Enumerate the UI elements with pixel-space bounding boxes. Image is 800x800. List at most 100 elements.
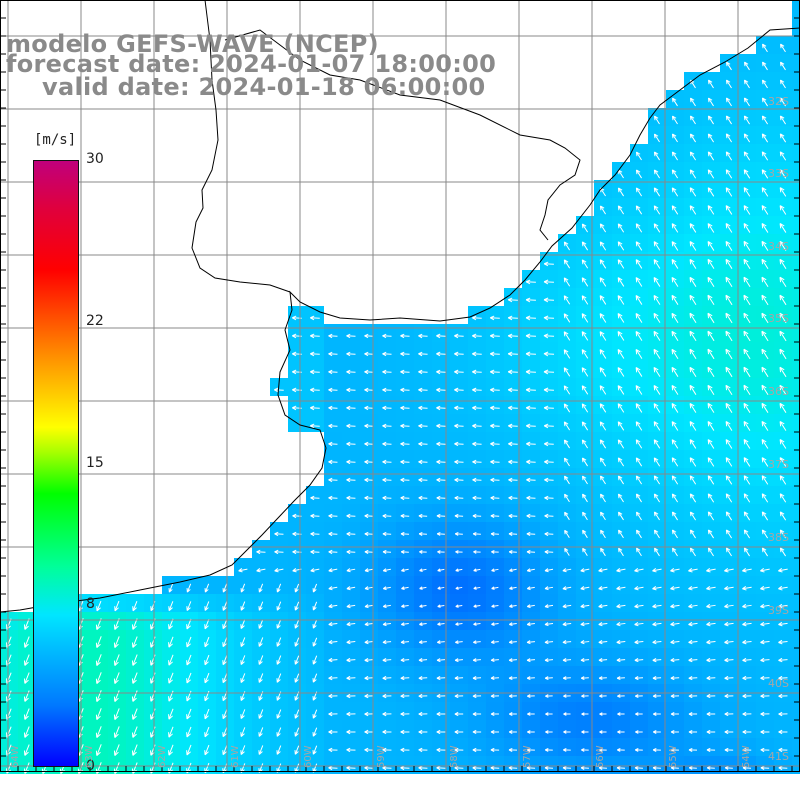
wind-arrow	[670, 621, 680, 627]
wind-arrow	[310, 549, 320, 555]
wind-arrow	[328, 693, 338, 699]
wind-arrow	[742, 585, 752, 591]
wind-arrow	[778, 657, 788, 663]
wind-arrow	[400, 423, 410, 429]
wind-cell	[432, 396, 450, 414]
wind-cell	[234, 594, 252, 612]
wind-cell	[180, 738, 198, 756]
wind-cell	[378, 558, 396, 576]
wind-arrow	[761, 348, 769, 360]
wind-arrow	[543, 315, 555, 321]
wind-cell	[594, 738, 612, 756]
wind-cell	[162, 630, 180, 648]
wind-cell	[666, 666, 684, 684]
wind-arrow	[526, 694, 535, 698]
wind-cell	[468, 558, 486, 576]
wind-arrow	[258, 727, 264, 737]
wind-arrow	[778, 675, 788, 681]
wind-arrow	[544, 748, 553, 752]
wind-arrow	[779, 529, 787, 539]
wind-cell	[684, 612, 702, 630]
wind-arrow	[634, 639, 644, 645]
wind-arrow	[671, 511, 679, 521]
wind-arrow	[689, 151, 697, 161]
wind-cell	[126, 630, 144, 648]
wind-arrow	[436, 495, 446, 501]
wind-cell	[522, 576, 540, 594]
frame-ticks	[0, 0, 800, 772]
wind-arrow	[436, 333, 446, 339]
wind-cell	[684, 90, 702, 108]
wind-cell	[774, 702, 792, 720]
wind-cell	[234, 576, 252, 594]
wind-arrow	[328, 477, 338, 483]
wind-cell	[306, 540, 324, 558]
wind-cell	[756, 720, 774, 738]
wind-arrow	[580, 604, 590, 609]
wind-arrow	[544, 495, 554, 501]
wind-arrow	[707, 276, 715, 287]
wind-arrow	[707, 115, 714, 125]
wind-cell	[594, 558, 612, 576]
wind-cell	[108, 720, 126, 738]
wind-cell	[558, 666, 576, 684]
wind-cell	[360, 522, 378, 540]
longitude-label: 54W	[741, 745, 752, 768]
wind-arrow	[743, 79, 750, 89]
wind-cell	[252, 612, 270, 630]
wind-arrow	[346, 549, 356, 555]
wind-arrow	[706, 693, 716, 699]
wind-cell	[306, 720, 324, 738]
wind-cell	[540, 612, 558, 630]
wind-arrow	[725, 133, 733, 143]
wind-arrow	[670, 747, 679, 752]
wind-arrow	[670, 765, 679, 770]
wind-arrow	[743, 312, 751, 324]
wind-arrow	[760, 693, 770, 699]
wind-cell	[360, 360, 378, 378]
wind-cell	[414, 360, 432, 378]
wind-arrow	[526, 622, 535, 627]
wind-arrow	[489, 333, 500, 339]
wind-arrow	[328, 531, 338, 537]
wind-arrow	[671, 384, 679, 395]
wind-arrow	[543, 423, 554, 429]
wind-arrow	[778, 693, 788, 699]
wind-arrow	[689, 511, 697, 521]
wind-cell	[288, 342, 306, 360]
wind-arrow	[95, 708, 102, 721]
wind-arrow	[743, 276, 751, 288]
wind-cell	[396, 522, 414, 540]
wind-cell	[792, 270, 800, 288]
wind-arrow	[707, 258, 715, 269]
wind-arrow	[707, 366, 715, 378]
wind-arrow	[186, 654, 192, 666]
wind-cell	[306, 324, 324, 342]
wind-cell	[324, 468, 342, 486]
wind-arrow	[454, 387, 464, 393]
wind-cell	[252, 558, 270, 576]
wind-cell	[288, 360, 306, 378]
wind-arrow	[707, 133, 715, 143]
wind-arrow	[635, 457, 643, 467]
wind-arrow	[725, 511, 733, 521]
wind-arrow	[472, 495, 482, 501]
wind-cell	[522, 702, 540, 720]
wind-arrow	[599, 295, 607, 305]
wind-arrow	[418, 531, 427, 536]
wind-arrow	[508, 676, 517, 681]
wind-arrow	[689, 457, 697, 467]
wind-cell	[342, 738, 360, 756]
wind-arrow	[652, 748, 661, 752]
wind-arrow	[508, 712, 517, 716]
wind-arrow	[544, 765, 554, 770]
wind-cell	[144, 702, 162, 720]
wind-arrow	[490, 747, 500, 753]
wind-cell	[576, 594, 594, 612]
wind-arrow	[544, 658, 554, 663]
wind-arrow	[653, 169, 661, 179]
wind-arrow	[509, 604, 517, 608]
wind-cell	[90, 612, 108, 630]
wind-cell	[396, 450, 414, 468]
wind-cell	[594, 594, 612, 612]
